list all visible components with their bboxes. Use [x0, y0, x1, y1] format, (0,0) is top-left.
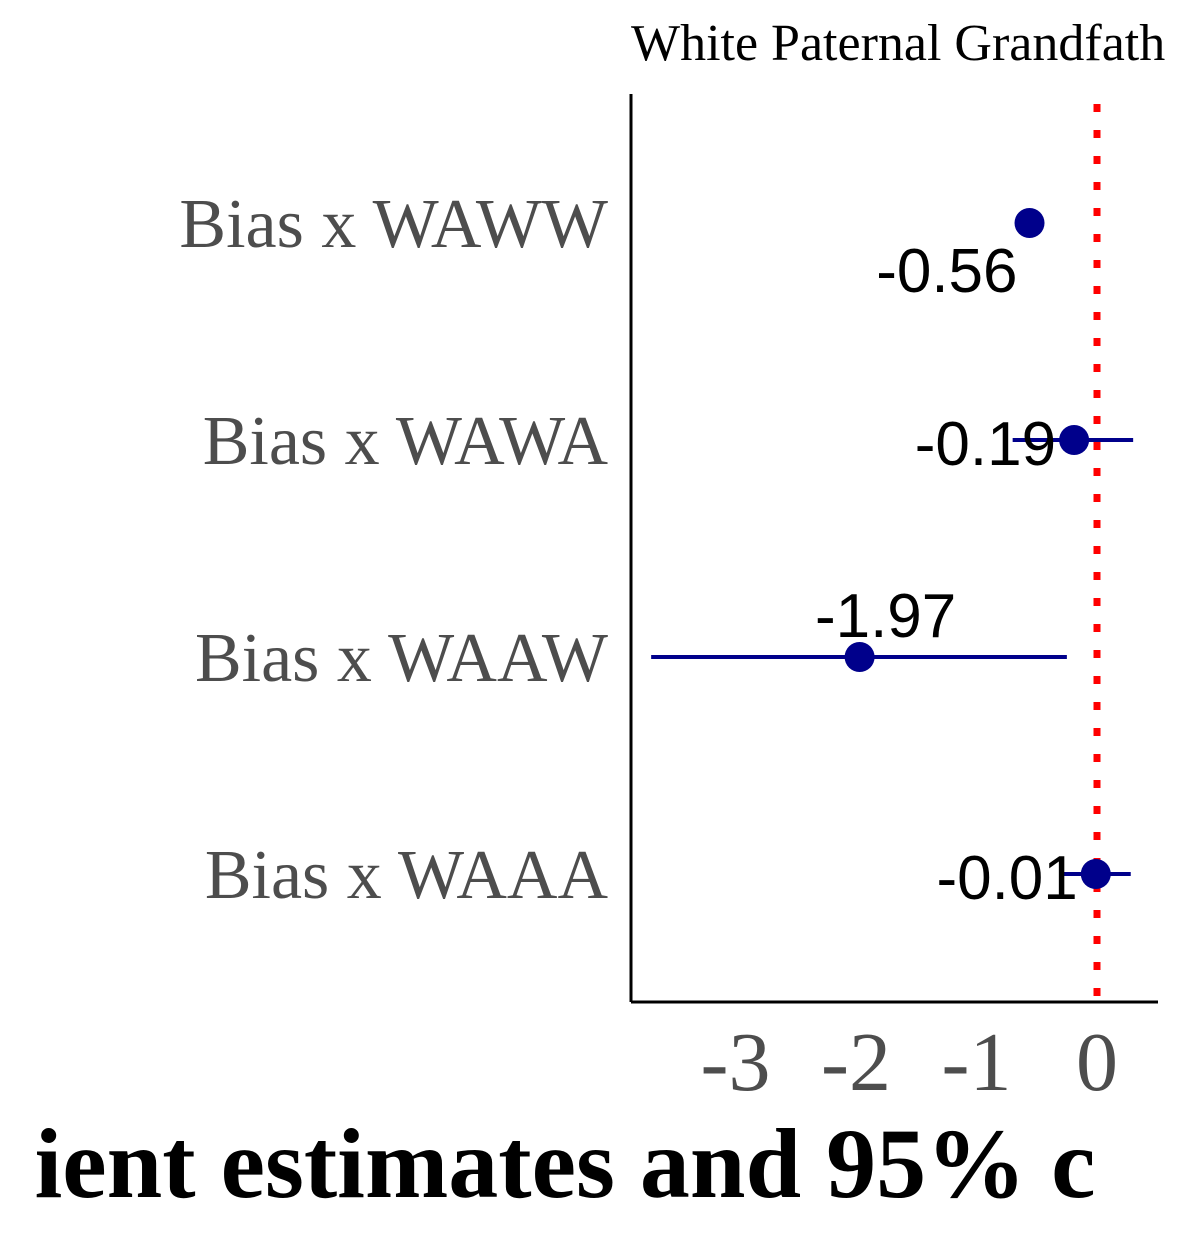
category-label: Bias x WAWW	[179, 186, 608, 263]
category-label: Bias x WAAA	[205, 837, 609, 914]
x-tick-label: -1	[942, 1016, 1012, 1109]
value-label: -1.97	[815, 582, 956, 651]
value-label: -0.56	[876, 237, 1017, 306]
category-labels: Bias x WAWW Bias x WAWA Bias x WAAW Bias x …	[179, 186, 608, 914]
category-label: Bias x WAWA	[203, 403, 609, 480]
value-label: -0.01	[936, 844, 1077, 913]
estimate-point	[1059, 425, 1090, 455]
x-axis-title: ient estimates and 95% c	[35, 1108, 1096, 1219]
category-label: Bias x WAAW	[195, 620, 608, 697]
x-tick-label: -2	[821, 1016, 891, 1109]
x-tick-label: -3	[701, 1016, 771, 1109]
confidence-intervals	[651, 438, 1134, 876]
x-tick-labels: -3 -2 -1 0	[701, 1016, 1118, 1109]
estimate-point	[844, 642, 875, 672]
estimate-point	[1014, 208, 1045, 238]
facet-title: White Paternal Grandfath	[631, 15, 1165, 72]
value-label: -0.19	[915, 410, 1056, 479]
estimate-point	[1080, 859, 1111, 889]
value-labels: -0.56 -0.19 -1.97 -0.01	[815, 237, 1078, 913]
x-tick-label: 0	[1076, 1016, 1118, 1109]
estimate-points	[844, 208, 1111, 889]
